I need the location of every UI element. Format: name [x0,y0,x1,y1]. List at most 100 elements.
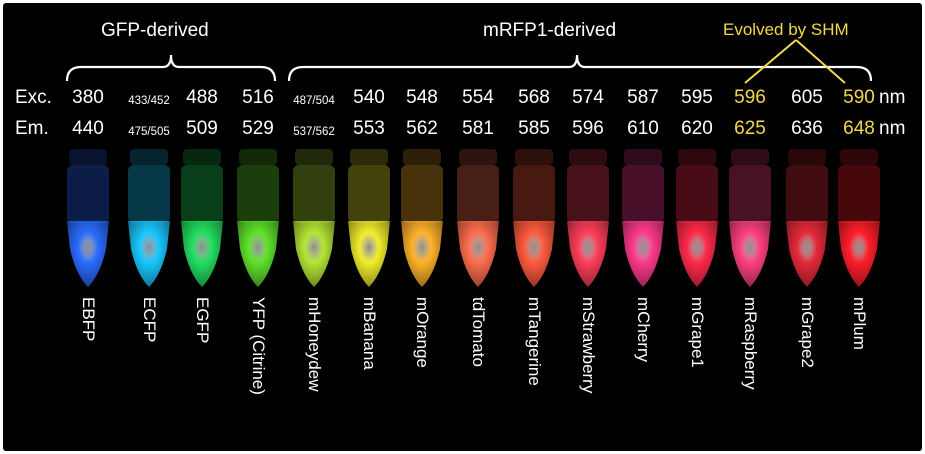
emission-value: 475/505 [128,126,170,138]
excitation-value: 548 [406,87,438,108]
shm-pointer-left [744,39,797,84]
protein-name: mPlum [850,297,869,350]
protein-name: mStrawberry [579,297,598,394]
excitation-value: 596 [734,87,766,108]
tube [181,149,223,287]
protein-name: EGFP [193,297,212,344]
protein-name: ECFP [140,297,159,343]
emission-value: 636 [791,118,823,139]
protein-name: tdTomato [469,297,488,367]
emission-value: 509 [186,118,218,139]
tube-body [67,165,109,223]
tube-cap [403,149,441,165]
emission-value: 581 [462,118,494,139]
excitation-value: 540 [353,87,385,108]
emission-value: 553 [353,118,385,139]
tube [237,149,279,287]
tube-liquid [293,221,335,287]
tube-liquid [786,221,828,287]
tube-liquid [67,221,109,287]
tube-body [513,165,555,223]
tube-body [676,165,718,223]
tube-cap [678,149,716,165]
tube-body [729,165,771,223]
gfp-group-label: GFP-derived [101,20,209,41]
tube [457,149,499,287]
tube-row [67,149,880,287]
tube-cap [459,149,497,165]
tube-liquid [348,221,390,287]
excitation-unit: nm [879,87,906,108]
excitation-value: 605 [791,87,823,108]
tube-cap [239,149,277,165]
tube-liquid [237,221,279,287]
tube-liquid [622,221,664,287]
excitation-value: 587 [627,87,659,108]
tube [838,149,880,287]
emission-value: 562 [406,118,438,139]
tube-cap [183,149,221,165]
excitation-value: 554 [462,87,494,108]
emission-value: 537/562 [293,126,335,138]
tube-cap [569,149,607,165]
tube-liquid [838,221,880,287]
shm-group-label: Evolved by SHM [723,20,849,39]
tube [676,149,718,287]
tube-liquid [676,221,718,287]
tube-cap [69,149,107,165]
tube [513,149,555,287]
tube-liquid [181,221,223,287]
tube [567,149,609,287]
tube-cap [350,149,388,165]
emission-value: 529 [242,118,274,139]
protein-name: mCherry [634,297,653,363]
shm-pointer-right [795,39,846,84]
tube [348,149,390,287]
protein-name: mOrange [413,297,432,368]
tube-body [181,165,223,223]
emission-value: 440 [72,118,104,139]
tube-cap [515,149,553,165]
tube [67,149,109,287]
tube-liquid [513,221,555,287]
excitation-value: 590 [843,87,875,108]
gfp-bracket [65,54,277,82]
tube [401,149,443,287]
protein-name: YFP (Citrine) [249,297,268,395]
excitation-row-label: Exc. [15,87,52,108]
tube-body [293,165,335,223]
emission-row-label: Em. [15,118,49,139]
emission-value: 610 [627,118,659,139]
tube-body [622,165,664,223]
tube [128,149,170,287]
emission-unit: nm [879,118,906,139]
tube [786,149,828,287]
excitation-value: 568 [518,87,550,108]
protein-name: mTangerine [525,297,544,386]
protein-name: mRaspberry [741,297,760,390]
fluorescent-protein-photo: GFP-derived mRFP1-derived Evolved by SHM… [3,3,922,451]
protein-name: EBFP [79,297,98,342]
tube [293,149,335,287]
emission-value: 620 [681,118,713,139]
tube-liquid [457,221,499,287]
tube-liquid [567,221,609,287]
tube-cap [788,149,826,165]
excitation-value: 574 [572,87,604,108]
tube-cap [295,149,333,165]
protein-name: mGrape1 [688,297,707,368]
excitation-value: 516 [242,87,274,108]
protein-name: mHoneydew [305,297,324,392]
tube-body [401,165,443,223]
excitation-value: 433/452 [128,95,170,107]
excitation-value: 487/504 [293,95,335,107]
excitation-value: 488 [186,87,218,108]
excitation-value: 595 [681,87,713,108]
excitation-value: 380 [72,87,104,108]
group-brackets [65,39,873,84]
tube-body [348,165,390,223]
tube-liquid [128,221,170,287]
tube-liquid [729,221,771,287]
emission-value: 648 [843,118,875,139]
